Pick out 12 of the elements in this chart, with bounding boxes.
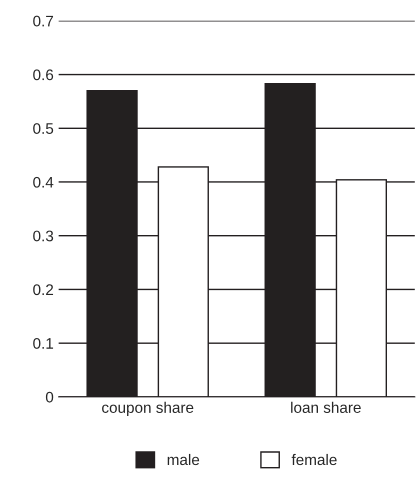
y-tick-label: 0.1	[33, 338, 54, 349]
x-tick-label: coupon share	[102, 402, 194, 416]
legend-label: male	[168, 454, 200, 466]
y-tick-label: 0.7	[33, 16, 54, 26]
y-tick-label: 0.4	[33, 176, 54, 188]
y-tick-label: 0	[46, 392, 54, 403]
y-tick-label: 0.5	[33, 123, 54, 134]
y-tick-label: 0.2	[33, 284, 54, 296]
x-tick-label: loan share	[291, 402, 361, 413]
legend-label: female	[292, 454, 337, 466]
y-tick-label: 0.3	[33, 230, 54, 242]
y-tick-label: 0.6	[33, 69, 54, 80]
